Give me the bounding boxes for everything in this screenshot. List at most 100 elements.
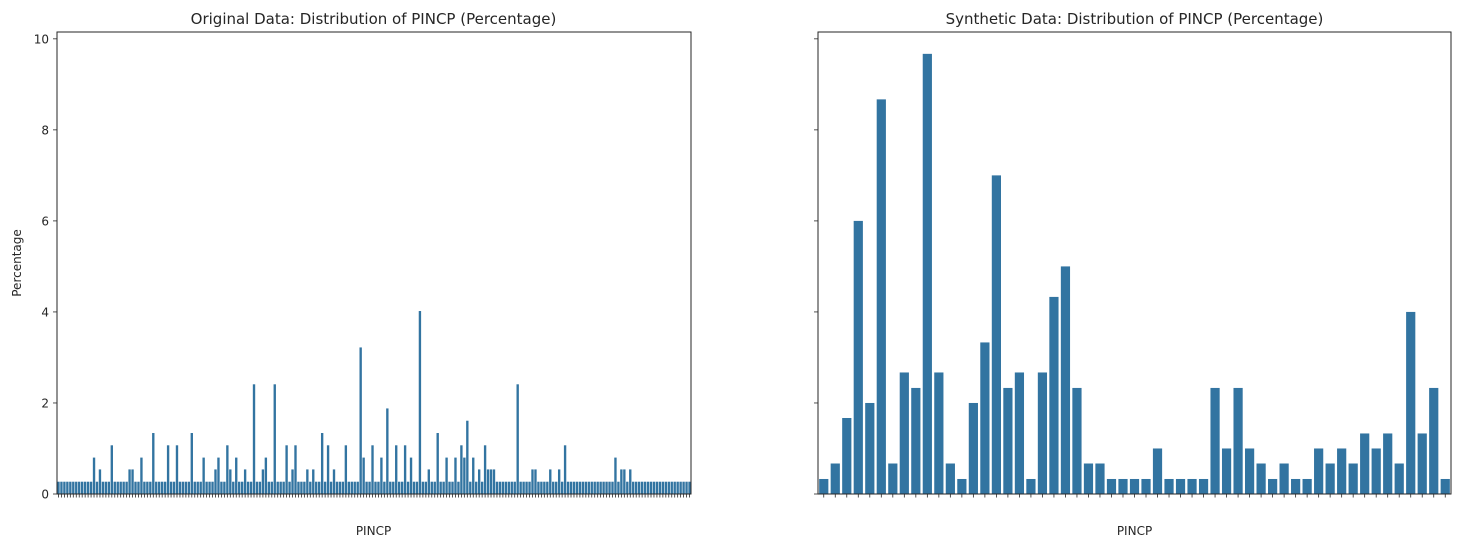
- bar: [172, 481, 176, 494]
- bar: [202, 457, 205, 494]
- bar: [980, 342, 990, 494]
- bar: [285, 445, 288, 494]
- bar: [78, 481, 81, 494]
- bar: [306, 469, 309, 494]
- bar: [131, 469, 134, 494]
- bar: [92, 457, 96, 494]
- bar: [335, 481, 339, 494]
- bar: [110, 445, 113, 494]
- bar: [140, 457, 143, 494]
- bar: [1118, 478, 1128, 494]
- bar: [86, 481, 90, 494]
- bar: [623, 469, 626, 494]
- bar: [81, 481, 84, 494]
- synthetic-data-chart: Synthetic Data: Distribution of PINCP (P…: [814, 10, 1452, 538]
- bar: [294, 445, 297, 494]
- bar-group: [57, 311, 691, 494]
- bar: [1291, 478, 1301, 494]
- bar: [842, 417, 852, 494]
- bar: [968, 402, 978, 494]
- bar: [332, 469, 336, 494]
- bar: [368, 481, 371, 494]
- bar: [549, 469, 552, 494]
- bar: [217, 457, 220, 494]
- bar: [552, 481, 555, 494]
- bar: [199, 481, 202, 494]
- bar: [1337, 448, 1347, 494]
- bar: [1440, 478, 1450, 494]
- bar: [424, 481, 428, 494]
- bar: [1037, 372, 1048, 494]
- bar-group: [819, 53, 1450, 495]
- bar: [208, 481, 211, 494]
- bar: [475, 481, 478, 494]
- bar: [1175, 478, 1186, 494]
- bar: [1072, 387, 1082, 494]
- bar: [492, 469, 496, 494]
- bar: [477, 469, 481, 494]
- bar: [528, 481, 531, 494]
- bar: [63, 481, 66, 494]
- bar: [525, 481, 528, 494]
- bar: [187, 481, 191, 494]
- bar: [246, 481, 250, 494]
- bar: [664, 481, 667, 494]
- bar: [309, 481, 312, 494]
- bar: [235, 457, 238, 494]
- bar: [421, 481, 425, 494]
- bar: [146, 481, 149, 494]
- bar: [608, 481, 611, 494]
- bar: [380, 457, 383, 494]
- x-tick-marks: [58, 494, 690, 498]
- bar: [178, 481, 182, 494]
- bar: [457, 481, 460, 494]
- bar: [596, 481, 599, 494]
- bar: [1003, 387, 1013, 494]
- y-axis-label: Percentage: [10, 229, 24, 297]
- bar: [566, 481, 570, 494]
- bar: [122, 481, 125, 494]
- bar: [865, 402, 875, 494]
- bar: [338, 481, 342, 494]
- bar: [137, 481, 140, 494]
- bar: [463, 457, 466, 494]
- chart-title: Original Data: Distribution of PINCP (Pe…: [191, 10, 557, 28]
- bar: [513, 481, 516, 494]
- bar: [578, 481, 582, 494]
- bar: [575, 481, 579, 494]
- bar: [60, 481, 63, 494]
- bar: [312, 469, 315, 494]
- y-tick-label: 2: [41, 396, 49, 410]
- bar: [1152, 448, 1163, 494]
- bar: [676, 481, 679, 494]
- bar: [119, 481, 122, 494]
- bar: [359, 347, 362, 494]
- bar: [640, 481, 644, 494]
- bar: [89, 481, 93, 494]
- bar: [160, 481, 164, 494]
- bar: [418, 311, 422, 494]
- bar: [344, 445, 348, 494]
- bar: [205, 481, 208, 494]
- bar: [534, 469, 537, 494]
- bar: [427, 469, 430, 494]
- bar: [155, 481, 158, 494]
- y-tick-label: 8: [41, 123, 49, 137]
- bar: [590, 481, 593, 494]
- bar: [181, 481, 185, 494]
- bar: [128, 469, 131, 494]
- bar: [1348, 463, 1358, 494]
- bar: [688, 481, 691, 494]
- bar: [658, 481, 662, 494]
- bar: [652, 481, 656, 494]
- bar: [249, 481, 253, 494]
- bar: [72, 481, 75, 494]
- bar: [374, 481, 377, 494]
- bar: [149, 481, 152, 494]
- bar: [261, 469, 265, 494]
- bar: [400, 481, 404, 494]
- bar: [507, 481, 510, 494]
- bar: [819, 478, 829, 494]
- bar: [1268, 478, 1278, 494]
- bar: [288, 481, 291, 494]
